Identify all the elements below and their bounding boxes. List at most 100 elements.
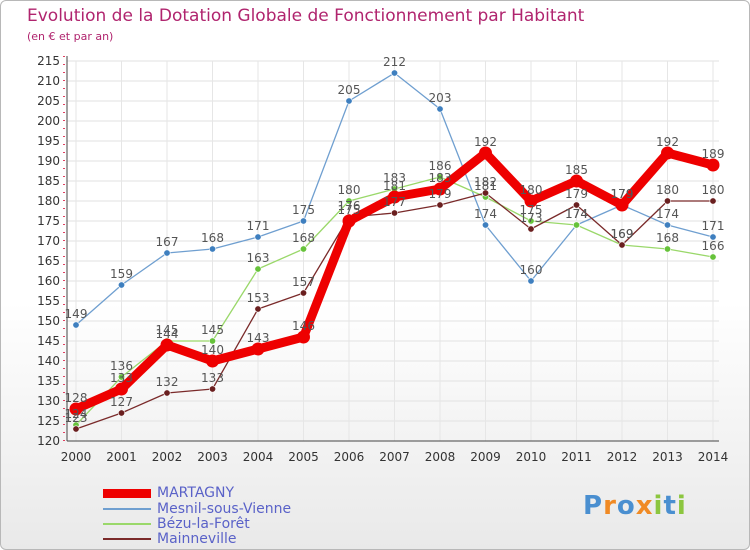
data-label: 169 xyxy=(611,227,634,241)
data-point xyxy=(436,173,444,181)
x-tick-label: 2013 xyxy=(652,450,683,464)
y-tick-label: 170 xyxy=(37,234,60,248)
data-label: 168 xyxy=(656,231,679,245)
legend-label-mainneville: Mainneville xyxy=(157,531,237,547)
data-point xyxy=(570,174,583,188)
data-point xyxy=(709,253,717,261)
data-point xyxy=(254,233,262,241)
y-tick-label: 185 xyxy=(37,174,60,188)
data-label: 174 xyxy=(565,207,588,221)
y-tick-label: 145 xyxy=(37,334,60,348)
y-tick-label: 200 xyxy=(37,114,60,128)
y-tick-label: 150 xyxy=(37,314,60,328)
data-label: 140 xyxy=(201,343,224,357)
data-point xyxy=(251,342,265,356)
data-point xyxy=(118,409,126,417)
data-point xyxy=(524,194,538,208)
logo-letter: P xyxy=(583,491,604,521)
data-label: 176 xyxy=(338,199,361,213)
data-label: 166 xyxy=(702,239,725,253)
data-point xyxy=(209,385,217,393)
data-label: 174 xyxy=(656,207,679,221)
data-label: 181 xyxy=(383,179,406,193)
legend-item-mainneville: Mainneville xyxy=(103,531,237,547)
data-label: 146 xyxy=(292,319,315,333)
data-label: 183 xyxy=(383,171,406,185)
data-label: 132 xyxy=(156,375,179,389)
data-label: 203 xyxy=(429,91,452,105)
data-label: 179 xyxy=(565,187,588,201)
chart-subtitle: (en € et par an) xyxy=(27,30,114,43)
data-label: 123 xyxy=(65,411,88,425)
data-label: 160 xyxy=(520,263,543,277)
data-point xyxy=(72,425,80,433)
data-point xyxy=(663,197,671,205)
data-point xyxy=(663,221,671,229)
logo-letter: i xyxy=(653,491,664,521)
x-tick-label: 2008 xyxy=(425,450,456,464)
legend-label-bezu-la-foret: Bézu-la-Forêt xyxy=(157,516,250,532)
data-label: 173 xyxy=(520,211,543,225)
x-tick-label: 2000 xyxy=(61,450,92,464)
legend-swatch-mainneville xyxy=(103,538,151,540)
data-point xyxy=(118,281,126,289)
data-label: 171 xyxy=(702,219,725,233)
chart-title: Evolution de la Dotation Globale de Fonc… xyxy=(27,6,585,26)
logo-letter: o xyxy=(616,491,636,521)
data-label: 157 xyxy=(292,275,315,289)
x-tick-label: 2004 xyxy=(243,450,274,464)
x-tick-label: 2014 xyxy=(698,450,729,464)
data-label: 179 xyxy=(429,187,452,201)
data-label: 124 xyxy=(65,407,88,421)
data-label: 169 xyxy=(611,227,634,241)
x-tick-label: 2011 xyxy=(561,450,592,464)
legend-swatch-martagny xyxy=(103,488,151,498)
data-point xyxy=(345,97,353,105)
y-tick-label: 140 xyxy=(37,354,60,368)
x-tick-label: 2001 xyxy=(106,450,137,464)
data-label: 182 xyxy=(474,175,497,189)
data-point xyxy=(118,373,126,381)
data-point xyxy=(345,197,353,205)
data-point xyxy=(481,189,489,197)
data-point xyxy=(663,245,671,253)
x-tick-label: 2007 xyxy=(379,450,410,464)
data-point xyxy=(254,305,262,313)
data-point xyxy=(618,241,626,249)
data-point xyxy=(299,289,307,297)
data-label: 136 xyxy=(110,359,133,373)
data-label: 179 xyxy=(611,187,634,201)
y-tick-label: 165 xyxy=(37,254,60,268)
data-point xyxy=(209,337,217,345)
data-label: 177 xyxy=(383,195,406,209)
data-label: 159 xyxy=(110,267,133,281)
data-point xyxy=(615,198,629,212)
data-label: 189 xyxy=(702,147,725,161)
data-label: 183 xyxy=(429,171,452,185)
y-tick-label: 155 xyxy=(37,294,60,308)
data-label: 143 xyxy=(247,331,270,345)
data-label: 153 xyxy=(247,291,270,305)
data-point xyxy=(433,182,447,196)
y-tick-label: 195 xyxy=(37,134,60,148)
data-label: 180 xyxy=(520,183,543,197)
data-point xyxy=(388,190,401,204)
data-label: 144 xyxy=(156,327,179,341)
data-label: 181 xyxy=(474,179,497,193)
logo-letter: i xyxy=(676,491,687,521)
data-label: 168 xyxy=(292,231,315,245)
x-tick-label: 2003 xyxy=(197,450,228,464)
data-point xyxy=(479,146,492,160)
data-point xyxy=(390,209,398,217)
y-tick-label: 125 xyxy=(37,414,60,428)
data-point xyxy=(299,217,307,225)
data-point xyxy=(390,69,398,77)
data-point xyxy=(115,382,128,396)
y-tick-label: 215 xyxy=(37,54,60,68)
data-point xyxy=(436,105,444,113)
data-point xyxy=(527,225,535,233)
data-label: 180 xyxy=(338,183,361,197)
data-label: 180 xyxy=(656,183,679,197)
